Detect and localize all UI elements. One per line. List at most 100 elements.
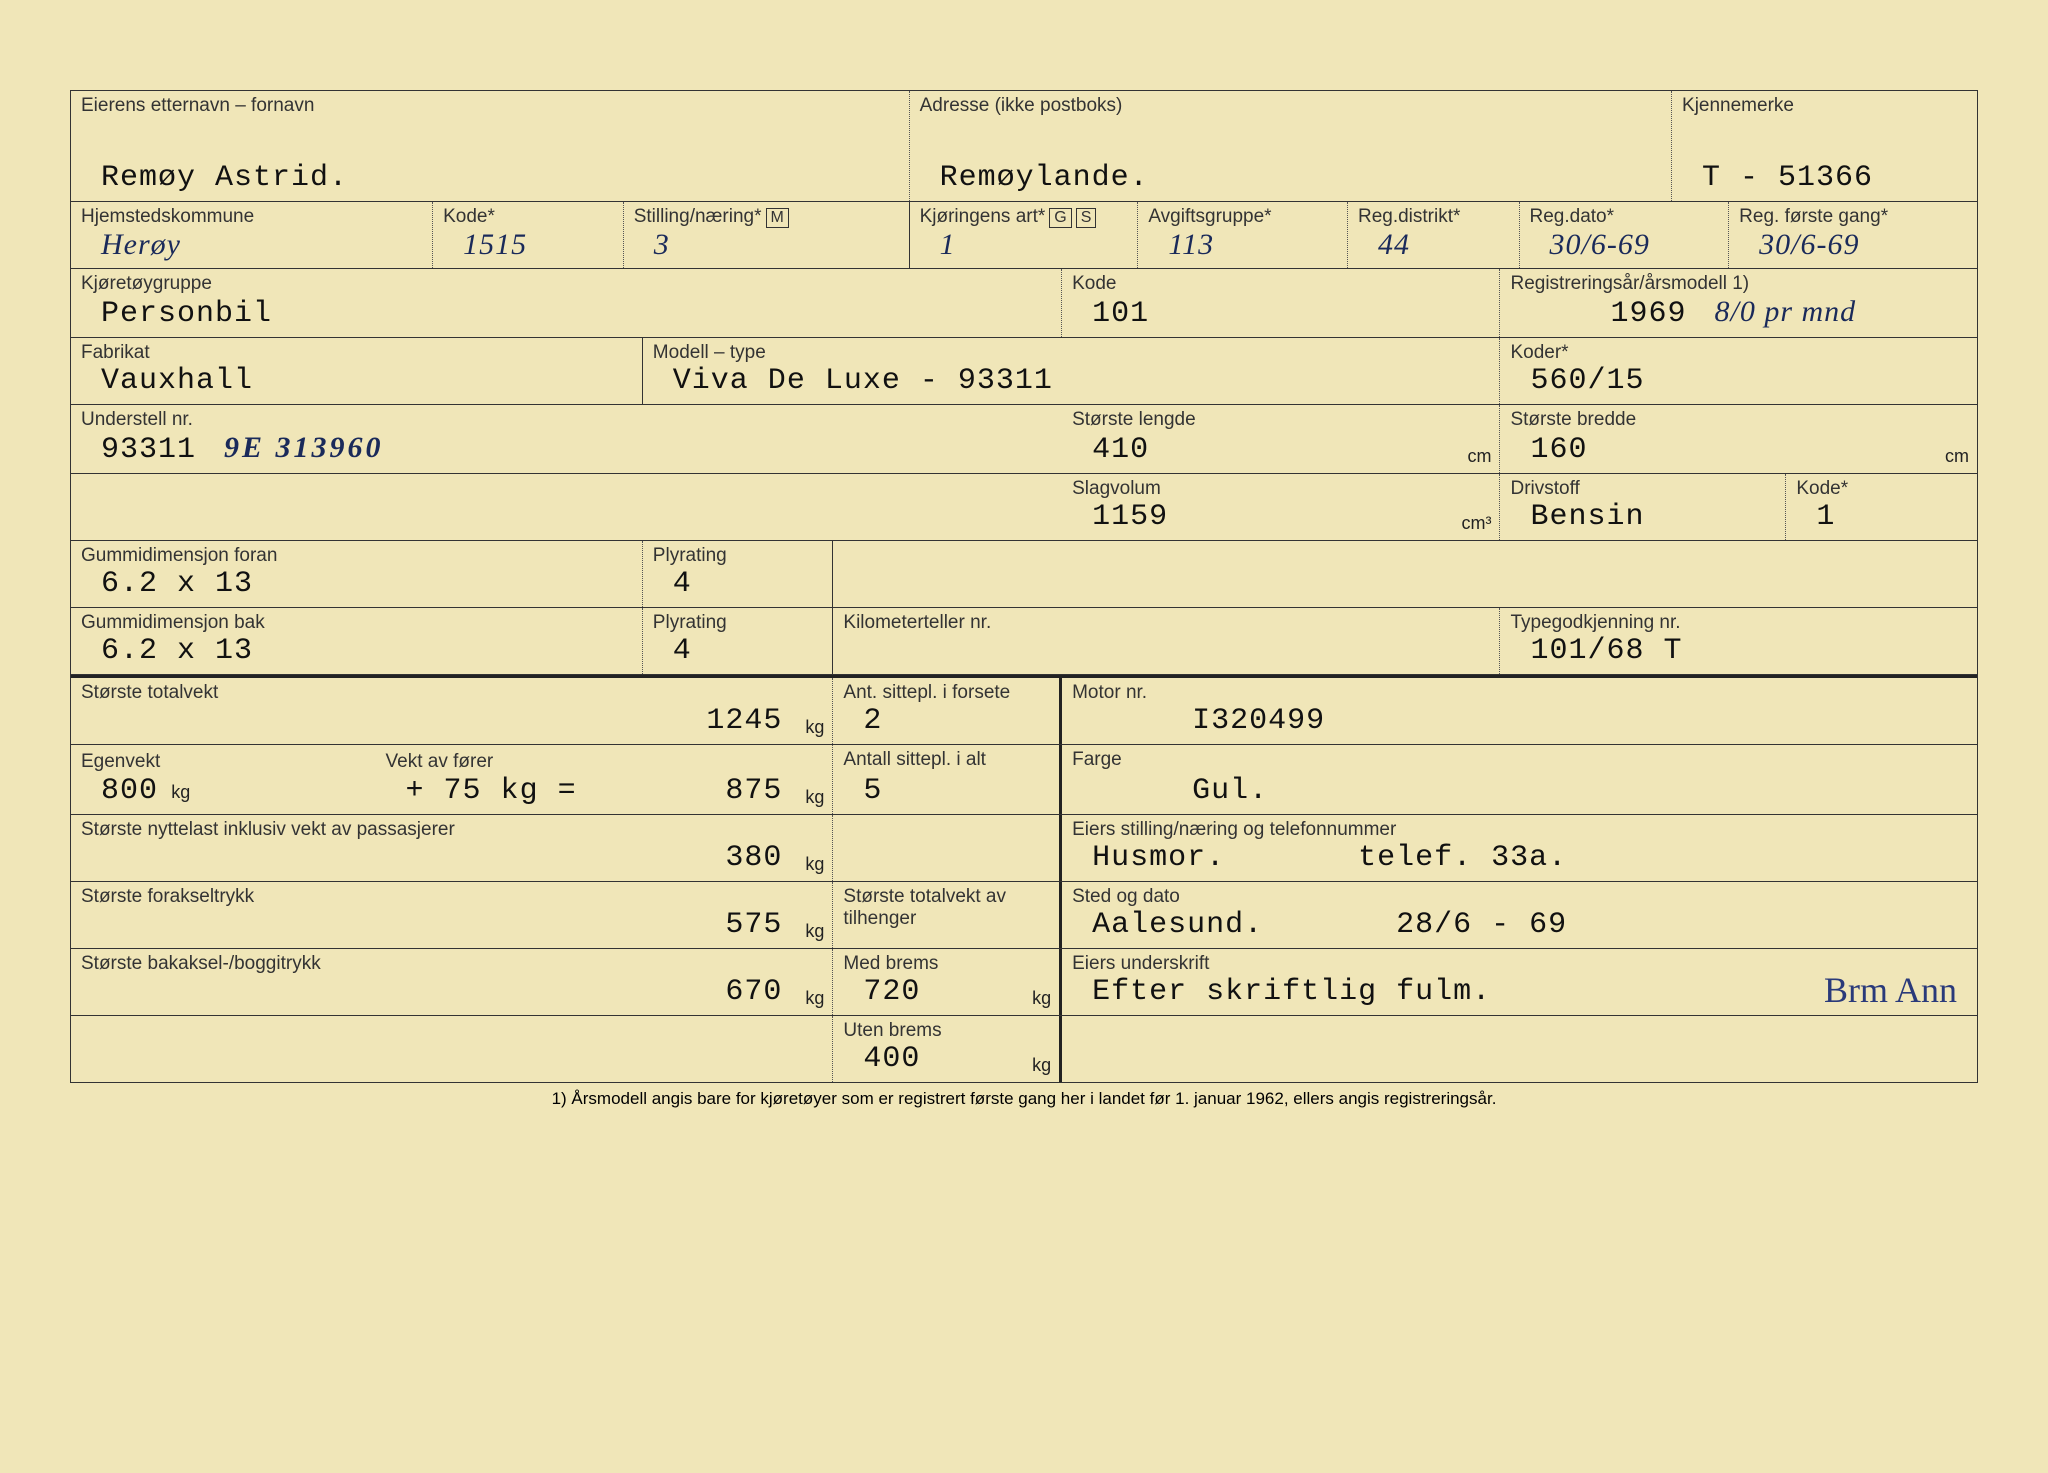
- cell-forsete: Ant. sittepl. i forsete 2: [833, 678, 1062, 744]
- cell-gummib: Gummidimensjon bak 6.2 x 13: [71, 608, 643, 674]
- value-fabrikat: Vauxhall: [81, 364, 632, 398]
- label-medbrems: Med brems: [843, 953, 1049, 975]
- value-understell: 93311: [81, 433, 196, 467]
- label-kommune: Hjemstedskommune: [81, 206, 422, 228]
- label-tilhenger: Største totalvekt av tilhenger: [843, 886, 1049, 930]
- value-farge: Gul.: [1072, 774, 1967, 808]
- label-lengde: Største lengde: [1072, 409, 1489, 431]
- row-make-model: Fabrikat Vauxhall Modell – type Viva De …: [71, 338, 1977, 405]
- label-distrikt: Reg.distrikt*: [1358, 206, 1509, 228]
- label-regaar: Registreringsår/årsmodell 1): [1510, 273, 1967, 295]
- value-address: Remøylande.: [920, 161, 1661, 195]
- value-regaar-hand: 8/0 pr mnd: [1695, 295, 1857, 329]
- value-nyttelast: 380: [81, 841, 822, 875]
- value-regdato: 30/6-69: [1530, 228, 1719, 262]
- cell-address: Adresse (ikke postboks) Remøylande.: [910, 91, 1672, 201]
- label-eierstilling: Eiers stilling/næring og telefonnummer: [1072, 819, 1967, 841]
- label-plyf: Plyrating: [653, 545, 823, 567]
- cell-drivkode: Kode* 1: [1786, 474, 1977, 540]
- box-s: S: [1076, 208, 1097, 228]
- cell-nyttelast: Største nyttelast inklusiv vekt av passa…: [71, 815, 833, 881]
- label-art: Kjøringens art*GS: [920, 206, 1128, 228]
- cell-owner-name: Eierens etternavn – fornavn Remøy Astrid…: [71, 91, 910, 201]
- unit-kg1: kg: [805, 717, 824, 738]
- cell-foraksel: Største forakseltrykk 575 kg: [71, 882, 833, 948]
- value-plate: T - 51366: [1682, 161, 1967, 195]
- value-typegod: 101/68 T: [1510, 634, 1967, 668]
- value-bredde: 160: [1510, 433, 1967, 467]
- label-foraksel: Største forakseltrykk: [81, 886, 822, 908]
- label-forer: Vekt av fører: [386, 751, 494, 772]
- row-tyre-front: Gummidimensjon foran 6.2 x 13 Plyrating …: [71, 541, 1977, 608]
- value-gummib: 6.2 x 13: [81, 634, 632, 668]
- cell-underskrift: Eiers underskrift Efter skriftlig fulm. …: [1062, 949, 1977, 1015]
- value-slag: 1159: [1072, 500, 1489, 534]
- label-regforste: Reg. første gang*: [1739, 206, 1967, 228]
- footnote: 1) Årsmodell angis bare for kjøretøyer s…: [70, 1083, 1978, 1115]
- value-utenbrems: 400: [843, 1042, 1049, 1076]
- label-km: Kilometerteller nr.: [843, 612, 1489, 634]
- unit-cm3: cm³: [1461, 513, 1491, 534]
- cell-modell: Modell – type Viva De Luxe - 93311: [643, 338, 1501, 404]
- row-tyre-rear: Gummidimensjon bak 6.2 x 13 Plyrating 4 …: [71, 608, 1977, 675]
- label-drivstoff: Drivstoff: [1510, 478, 1775, 500]
- unit-kg3: kg: [805, 854, 824, 875]
- cell-egenvekt: Egenvekt 800 kg Vekt av fører + 75 kg = …: [71, 745, 833, 814]
- unit-kg7: kg: [1032, 1055, 1051, 1076]
- cell-blank1: [71, 474, 1062, 540]
- cell-eierstilling: Eiers stilling/næring og telefonnummer H…: [1062, 815, 1977, 881]
- row-w3: Største nyttelast inklusiv vekt av passa…: [71, 815, 1977, 882]
- row-w1: Største totalvekt 1245 kg Ant. sittepl. …: [71, 675, 1977, 745]
- cell-gruppe-kode: Kode 101: [1062, 269, 1500, 337]
- cell-lengde: Største lengde 410 cm: [1062, 405, 1500, 473]
- label-typegod: Typegodkjenning nr.: [1510, 612, 1967, 634]
- value-drivstoff: Bensin: [1510, 500, 1775, 534]
- cell-sted: Sted og dato Aalesund. 28/6 - 69: [1062, 882, 1977, 948]
- label-koder: Koder*: [1510, 342, 1967, 364]
- value-avgift: 113: [1148, 228, 1337, 262]
- row-w2: Egenvekt 800 kg Vekt av fører + 75 kg = …: [71, 745, 1977, 815]
- label-plyb: Plyrating: [653, 612, 823, 634]
- cell-stilling: Stilling/næring*M 3: [624, 202, 910, 268]
- signature-mark: Brm Ann: [1824, 969, 1957, 1011]
- cell-koder: Koder* 560/15: [1500, 338, 1977, 404]
- unit-kg5: kg: [805, 988, 824, 1009]
- value-antall: 5: [843, 774, 1049, 808]
- cell-bakaksel: Største bakaksel-/boggitrykk 670 kg: [71, 949, 833, 1015]
- label-kode: Kode*: [443, 206, 613, 228]
- row-vehicle-group: Kjøretøygruppe Personbil Kode 101 Regist…: [71, 269, 1977, 338]
- cell-blank3: [833, 815, 1062, 881]
- cell-total: Største totalvekt 1245 kg: [71, 678, 833, 744]
- label-nyttelast: Største nyttelast inklusiv vekt av passa…: [81, 819, 822, 841]
- value-gruppe-kode: 101: [1072, 297, 1489, 331]
- cell-art: Kjøringens art*GS 1: [910, 202, 1139, 268]
- value-gummif: 6.2 x 13: [81, 567, 632, 601]
- label-understell: Understell nr.: [81, 409, 1052, 431]
- cell-plyf: Plyrating 4: [643, 541, 834, 607]
- value-stilling: 3: [634, 228, 899, 262]
- label-gruppe: Kjøretøygruppe: [81, 273, 1051, 295]
- row-w5: Største bakaksel-/boggitrykk 670 kg Med …: [71, 949, 1977, 1016]
- cell-gruppe: Kjøretøygruppe Personbil: [71, 269, 1062, 337]
- row-owner: Eierens etternavn – fornavn Remøy Astrid…: [71, 91, 1977, 202]
- row-w4: Største forakseltrykk 575 kg Største tot…: [71, 882, 1977, 949]
- value-koder: 560/15: [1510, 364, 1967, 398]
- cell-regdato: Reg.dato* 30/6-69: [1520, 202, 1730, 268]
- label-egen: Egenvekt: [81, 751, 160, 772]
- cell-typegod: Typegodkjenning nr. 101/68 T: [1500, 608, 1977, 674]
- label-regdato: Reg.dato*: [1530, 206, 1719, 228]
- value-medbrems: 720: [843, 975, 1049, 1009]
- cell-avgift: Avgiftsgruppe* 113: [1138, 202, 1348, 268]
- label-forsete: Ant. sittepl. i forsete: [843, 682, 1049, 704]
- unit-cm: cm: [1467, 446, 1491, 467]
- label-sted: Sted og dato: [1072, 886, 1967, 908]
- cell-utenbrems: Uten brems 400 kg: [833, 1016, 1062, 1082]
- value-forsete: 2: [843, 704, 1049, 738]
- cell-fabrikat: Fabrikat Vauxhall: [71, 338, 643, 404]
- unit-kg2: kg: [805, 787, 824, 808]
- label-gruppe-kode: Kode: [1072, 273, 1489, 295]
- label-drivkode: Kode*: [1796, 478, 1967, 500]
- value-owner-name: Remøy Astrid.: [81, 161, 899, 195]
- cell-gummif: Gummidimensjon foran 6.2 x 13: [71, 541, 643, 607]
- unit-kg4: kg: [805, 921, 824, 942]
